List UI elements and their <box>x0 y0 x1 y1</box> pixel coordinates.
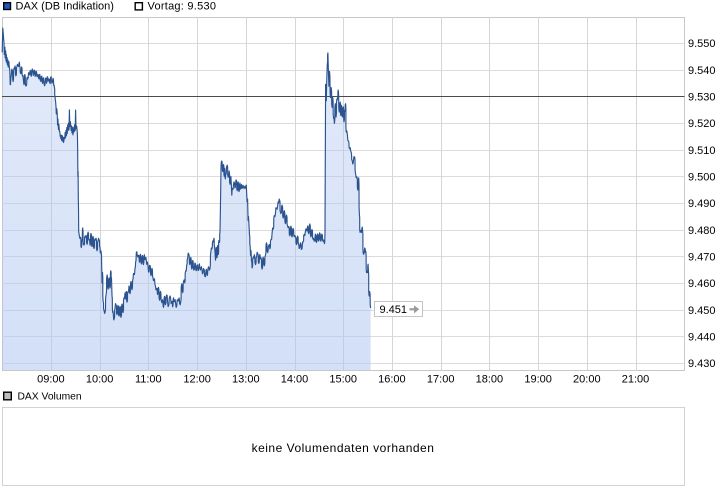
svg-text:9.510: 9.510 <box>688 145 716 157</box>
svg-text:9.540: 9.540 <box>688 65 716 77</box>
svg-text:16:00: 16:00 <box>378 374 406 386</box>
svg-text:9.530: 9.530 <box>688 92 716 104</box>
svg-text:9.460: 9.460 <box>688 278 716 290</box>
svg-text:10:00: 10:00 <box>86 374 114 386</box>
svg-text:DAX Volumen: DAX Volumen <box>18 392 82 403</box>
svg-text:9.440: 9.440 <box>688 332 716 344</box>
svg-text:keine Volumendaten vorhanden: keine Volumendaten vorhanden <box>252 441 435 455</box>
svg-text:Vortag: 9.530: Vortag: 9.530 <box>148 1 217 13</box>
svg-text:13:00: 13:00 <box>232 374 260 386</box>
svg-text:20:00: 20:00 <box>573 374 601 386</box>
svg-text:18:00: 18:00 <box>476 374 504 386</box>
svg-text:12:00: 12:00 <box>183 374 211 386</box>
svg-text:21:00: 21:00 <box>622 374 650 386</box>
svg-text:9.480: 9.480 <box>688 225 716 237</box>
svg-text:9.470: 9.470 <box>688 252 716 264</box>
svg-text:9.500: 9.500 <box>688 172 716 184</box>
svg-text:14:00: 14:00 <box>281 374 309 386</box>
svg-text:9.430: 9.430 <box>688 358 716 370</box>
svg-text:9.450: 9.450 <box>688 305 716 317</box>
svg-text:9.451: 9.451 <box>380 304 408 316</box>
svg-text:15:00: 15:00 <box>329 374 357 386</box>
svg-text:9.490: 9.490 <box>688 198 716 210</box>
svg-text:17:00: 17:00 <box>427 374 455 386</box>
svg-text:9.550: 9.550 <box>688 38 716 50</box>
svg-text:19:00: 19:00 <box>524 374 552 386</box>
svg-text:11:00: 11:00 <box>135 374 162 386</box>
svg-text:DAX (DB Indikation): DAX (DB Indikation) <box>16 1 114 13</box>
svg-text:9.520: 9.520 <box>688 118 716 130</box>
svg-text:09:00: 09:00 <box>37 374 65 386</box>
